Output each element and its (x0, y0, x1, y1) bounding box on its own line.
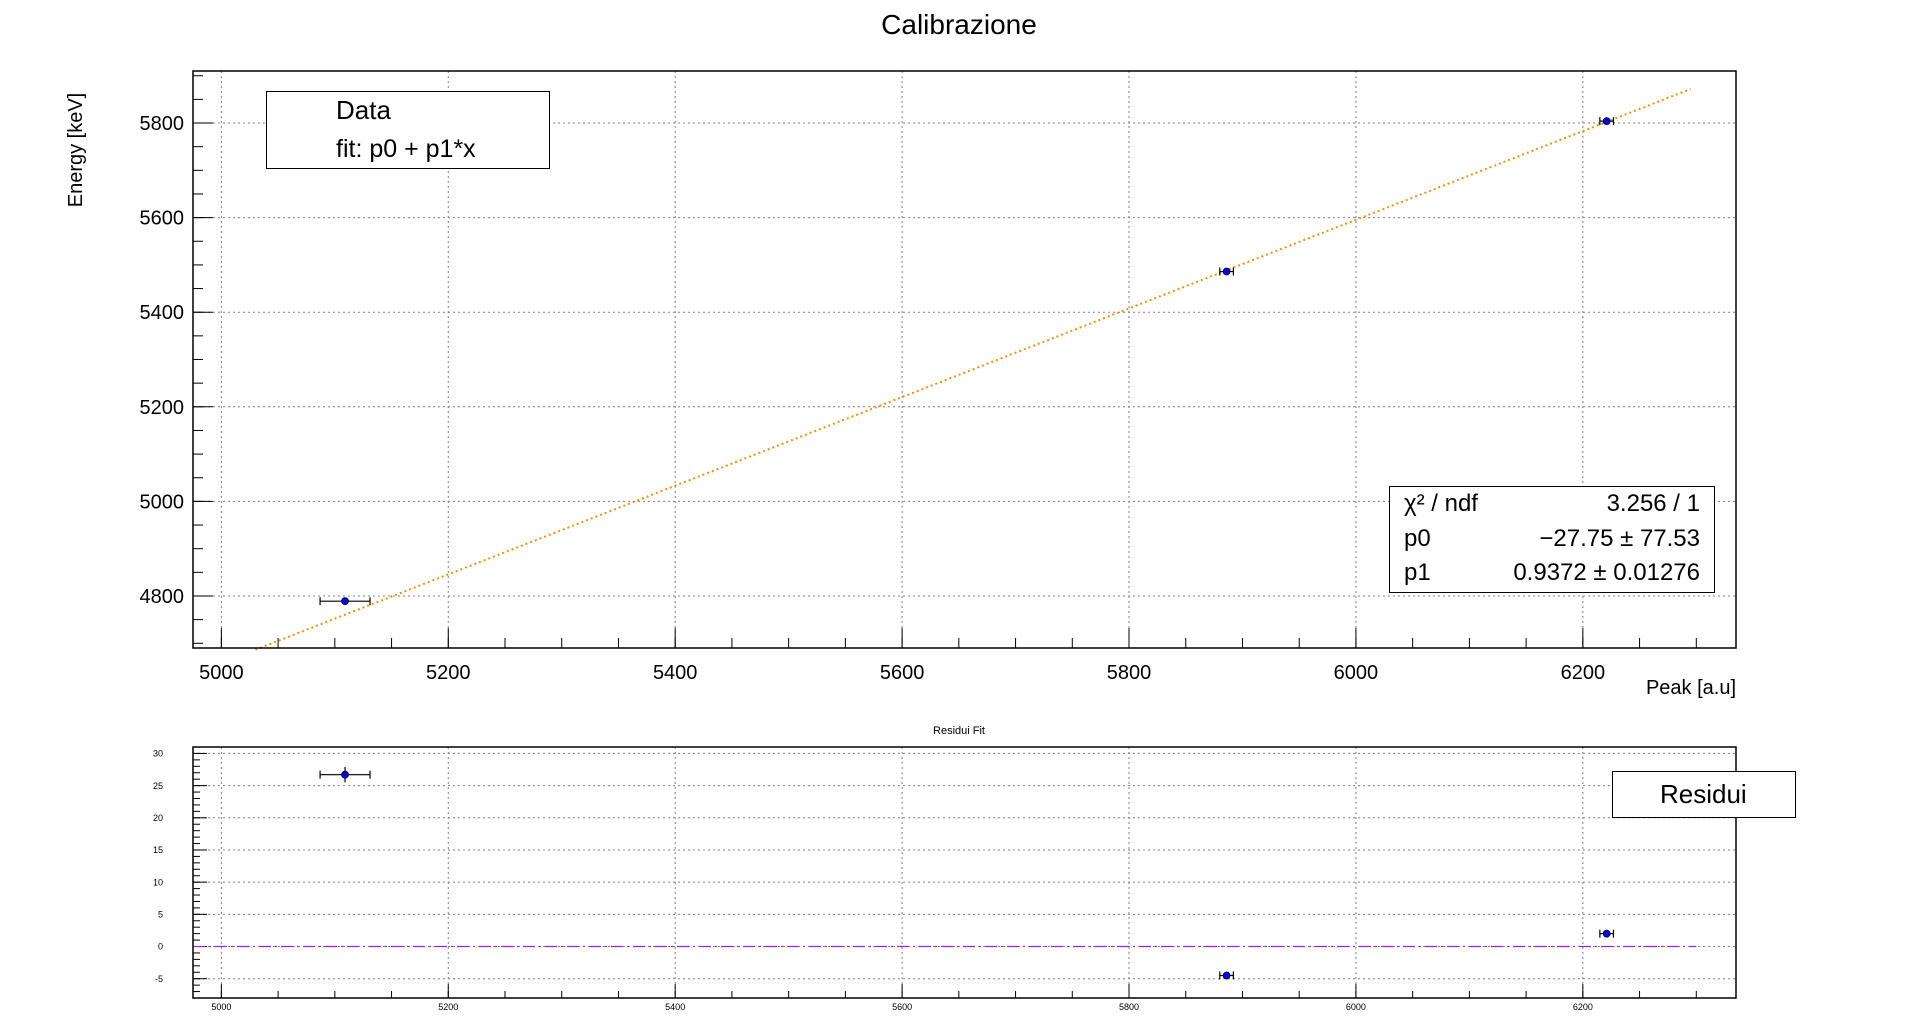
y-tick-label: 0 (158, 942, 163, 952)
x-tick-label: 5400 (653, 662, 698, 684)
y-tick-label: 5200 (140, 397, 185, 419)
legend-entry-residui: Residui (1660, 779, 1747, 809)
legend-entry-data: Data (336, 95, 391, 125)
stats-label: χ² / ndf (1404, 490, 1478, 517)
y-tick-label: 5000 (140, 491, 185, 513)
x-tick-label: 5400 (665, 1002, 685, 1012)
x-tick-label: 6000 (1334, 662, 1379, 684)
y-axis-label: Energy [keV] (65, 93, 87, 208)
x-tick-label: 5000 (211, 1002, 231, 1012)
residuals-title: Residui Fit (933, 725, 985, 737)
x-tick-label: 6200 (1561, 662, 1606, 684)
y-tick-label: 4800 (140, 586, 185, 608)
y-tick-label: 5800 (140, 113, 185, 135)
data-point (319, 597, 371, 606)
y-tick-label: 30 (153, 749, 163, 759)
x-tick-label: 5200 (426, 662, 471, 684)
y-tick-label: 10 (153, 877, 163, 887)
data-marker (1602, 117, 1611, 126)
x-tick-label: 5000 (199, 662, 244, 684)
x-axis-label: Peak [a.u] (1646, 677, 1736, 699)
stats-value: 0.9372 ± 0.01276 (1513, 559, 1700, 586)
data-point (319, 766, 371, 783)
y-tick-label: 5600 (140, 208, 185, 230)
data-point (1599, 117, 1615, 126)
x-tick-label: 5200 (438, 1002, 458, 1012)
stats-value: 3.256 / 1 (1606, 490, 1700, 517)
x-tick-label: 5600 (880, 662, 925, 684)
x-tick-label: 6000 (1346, 1002, 1366, 1012)
stats-label: p0 (1404, 525, 1431, 552)
x-tick-label: 5800 (1107, 662, 1152, 684)
fit-stats-box: χ² / ndf 3.256 / 1 p0 −27.75 ± 77.53 p1 … (1389, 486, 1715, 593)
residuals-chart: Residui Fit 5000 5200 5400 5600 5800 6000 6200… (153, 725, 1737, 1012)
data-point (1599, 929, 1615, 938)
data-point (1219, 267, 1234, 276)
y-tick-label: 5 (158, 909, 163, 919)
data-marker (1222, 267, 1231, 276)
chart-title: Calibrazione (881, 9, 1037, 40)
data-marker (341, 597, 349, 606)
fit-line (255, 88, 1691, 651)
legend-entry-fit: fit: p0 + p1*x (336, 135, 476, 163)
y-tick-label: 25 (153, 781, 163, 791)
legend: Data fit: p0 + p1*x (266, 91, 550, 169)
y-tick-label: -5 (155, 974, 163, 984)
stats-value: −27.75 ± 77.53 (1539, 525, 1700, 552)
x-tick-label: 6200 (1573, 1002, 1593, 1012)
data-marker (1222, 971, 1231, 980)
data-marker (341, 770, 349, 779)
residuals-legend: Residui (1612, 771, 1796, 818)
data-point (1219, 971, 1234, 980)
data-marker (1602, 929, 1611, 938)
x-tick-label: 5600 (892, 1002, 912, 1012)
y-tick-label: 20 (153, 813, 163, 823)
residuals-frame (192, 746, 1737, 999)
calibration-chart: Calibrazione 5000 5200 5400 5600 5800 6000 620… (65, 9, 1737, 699)
y-tick-label: 5400 (140, 302, 185, 324)
plot-frame (192, 70, 1737, 649)
stats-label: p1 (1404, 559, 1431, 586)
y-tick-label: 15 (153, 845, 163, 855)
x-tick-label: 5800 (1119, 1002, 1139, 1012)
